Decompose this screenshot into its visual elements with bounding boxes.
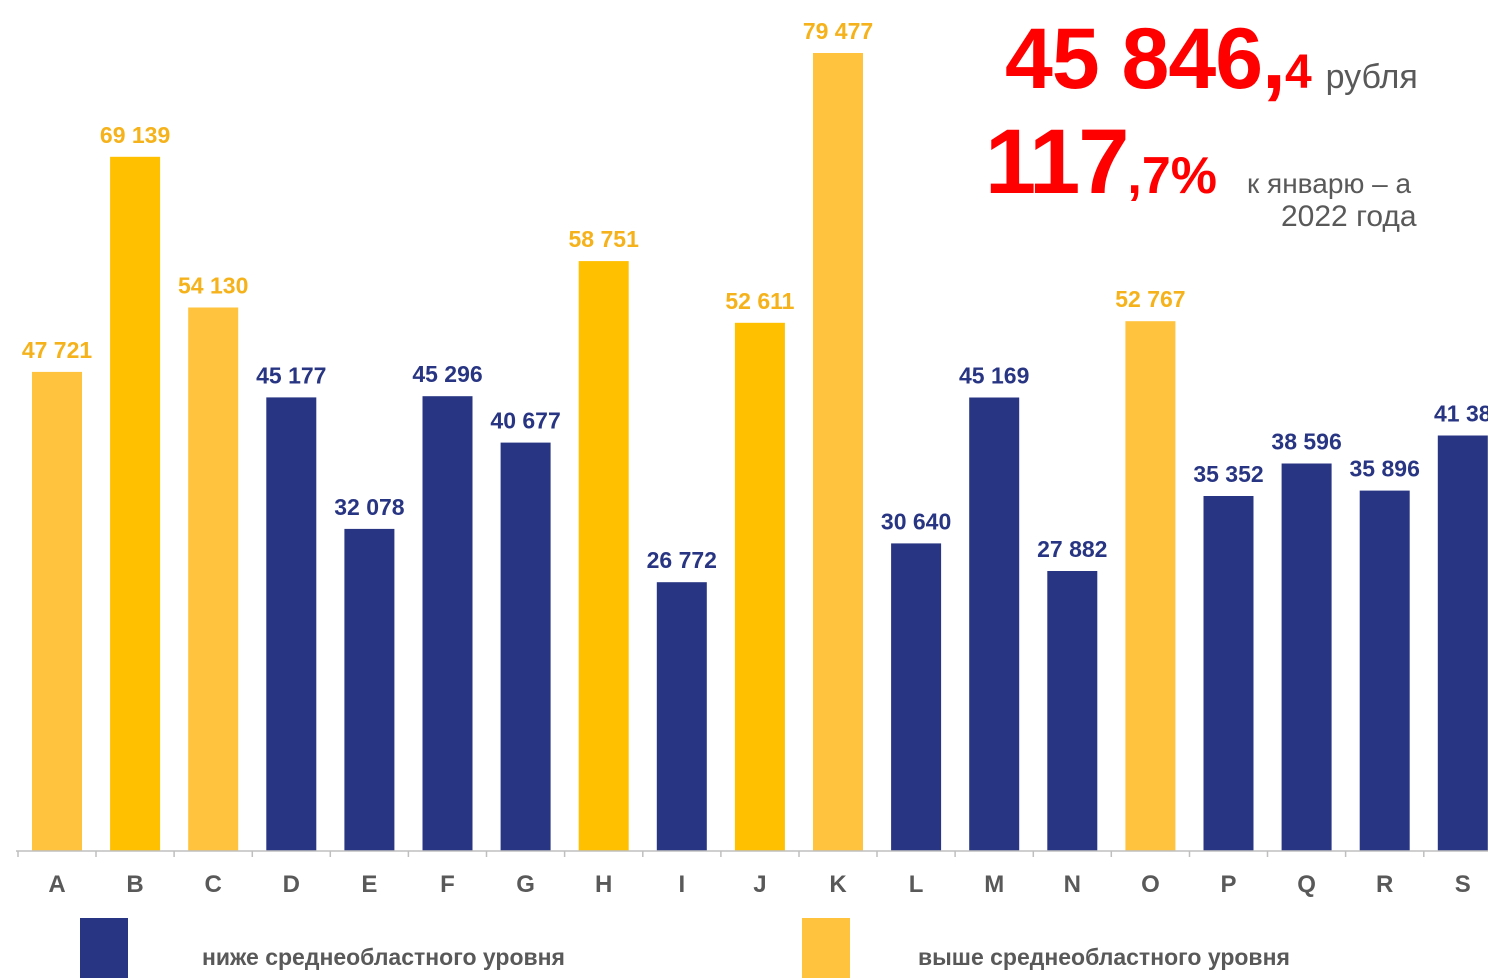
value-label-G: 40 677 [490,408,560,434]
growth-decimal: ,7% [1127,147,1218,205]
value-label-E: 32 078 [334,494,405,520]
bar-E [344,528,395,851]
value-label-A: 47 721 [22,337,93,363]
legend-below-label: ниже среднеобластного уровня [202,944,565,970]
bar-C [188,307,239,851]
value-label-J: 52 611 [725,288,794,314]
x-tick-label-Q: Q [1297,871,1316,898]
bar-M [969,397,1020,851]
average-salary-decimal: 4 [1284,46,1312,99]
bar-D [266,397,317,851]
x-tick-label-K: K [829,871,847,898]
bar-I [656,582,707,851]
bar-F [422,396,473,851]
x-tick-label-R: R [1376,871,1393,898]
x-tick-label-J: J [753,871,766,898]
bar-B [110,156,161,852]
bar-G [500,442,551,851]
value-label-L: 30 640 [881,508,951,534]
value-label-N: 27 882 [1037,536,1107,562]
x-tick-label-B: B [126,871,143,898]
value-labels-group: 47 721 69 139 54 130 45 177 32 078 45 296 40 6… [22,18,1488,573]
value-label-P: 35 352 [1193,461,1263,487]
value-label-H: 58 751 [569,226,640,252]
bar-P [1203,496,1254,851]
x-tick-label-D: D [283,871,300,898]
x-axis: A B C D E F G H I J K L M N O P Q R S [16,850,1488,898]
bar-O [1125,321,1176,851]
value-label-S: 41 38 [1434,401,1488,427]
x-tick-label-G: G [516,871,535,898]
growth-caption: к январю – а [1247,168,1412,199]
growth-headline: 117,7% к январю – а [985,110,1411,215]
x-tick-label-C: C [205,871,222,898]
legend-above-swatch [802,918,850,978]
bar-chart: 47 721 69 139 54 130 45 177 32 078 45 296 40 6… [16,18,1488,898]
bar-A [32,371,82,851]
average-salary-unit: рубля [1325,58,1418,96]
bar-S [1437,435,1488,851]
legend-above-label: выше среднеобластного уровня [918,944,1290,970]
x-tick-label-A: A [48,871,65,898]
x-tick-label-I: I [678,871,685,898]
bar-R [1359,490,1410,851]
x-tick-label-L: L [909,871,924,898]
x-tick-label-E: E [361,871,377,898]
value-label-I: 26 772 [647,547,717,573]
value-label-O: 52 767 [1115,286,1185,312]
growth-caption-year: 2022 года [1281,200,1417,233]
value-label-F: 45 296 [412,361,482,387]
average-salary-headline: 45 846,4 рубля [1005,10,1418,109]
x-tick-label-F: F [440,871,455,898]
bars-group [32,53,1488,852]
value-label-C: 54 130 [178,273,248,299]
x-tick-label-H: H [595,871,612,898]
value-label-M: 45 169 [959,363,1029,389]
bar-N [1047,571,1098,851]
value-label-K: 79 477 [803,18,873,44]
value-label-D: 45 177 [256,362,326,388]
value-label-Q: 38 596 [1271,429,1341,455]
value-label-R: 35 896 [1350,456,1420,482]
bar-J [734,322,785,851]
x-tick-label-P: P [1220,871,1236,898]
bar-Q [1281,463,1332,851]
x-tick-label-S: S [1455,871,1471,898]
bar-K [813,53,863,851]
legend-below-swatch [80,918,128,978]
bar-L [891,543,942,851]
x-tick-label-O: O [1141,871,1160,898]
growth-value: 117 [985,111,1129,213]
x-tick-label-M: M [984,871,1004,898]
x-tick-label-N: N [1064,871,1081,898]
bar-H [578,261,629,852]
value-label-B: 69 139 [100,122,170,148]
average-salary-value: 45 846, [1005,11,1286,107]
